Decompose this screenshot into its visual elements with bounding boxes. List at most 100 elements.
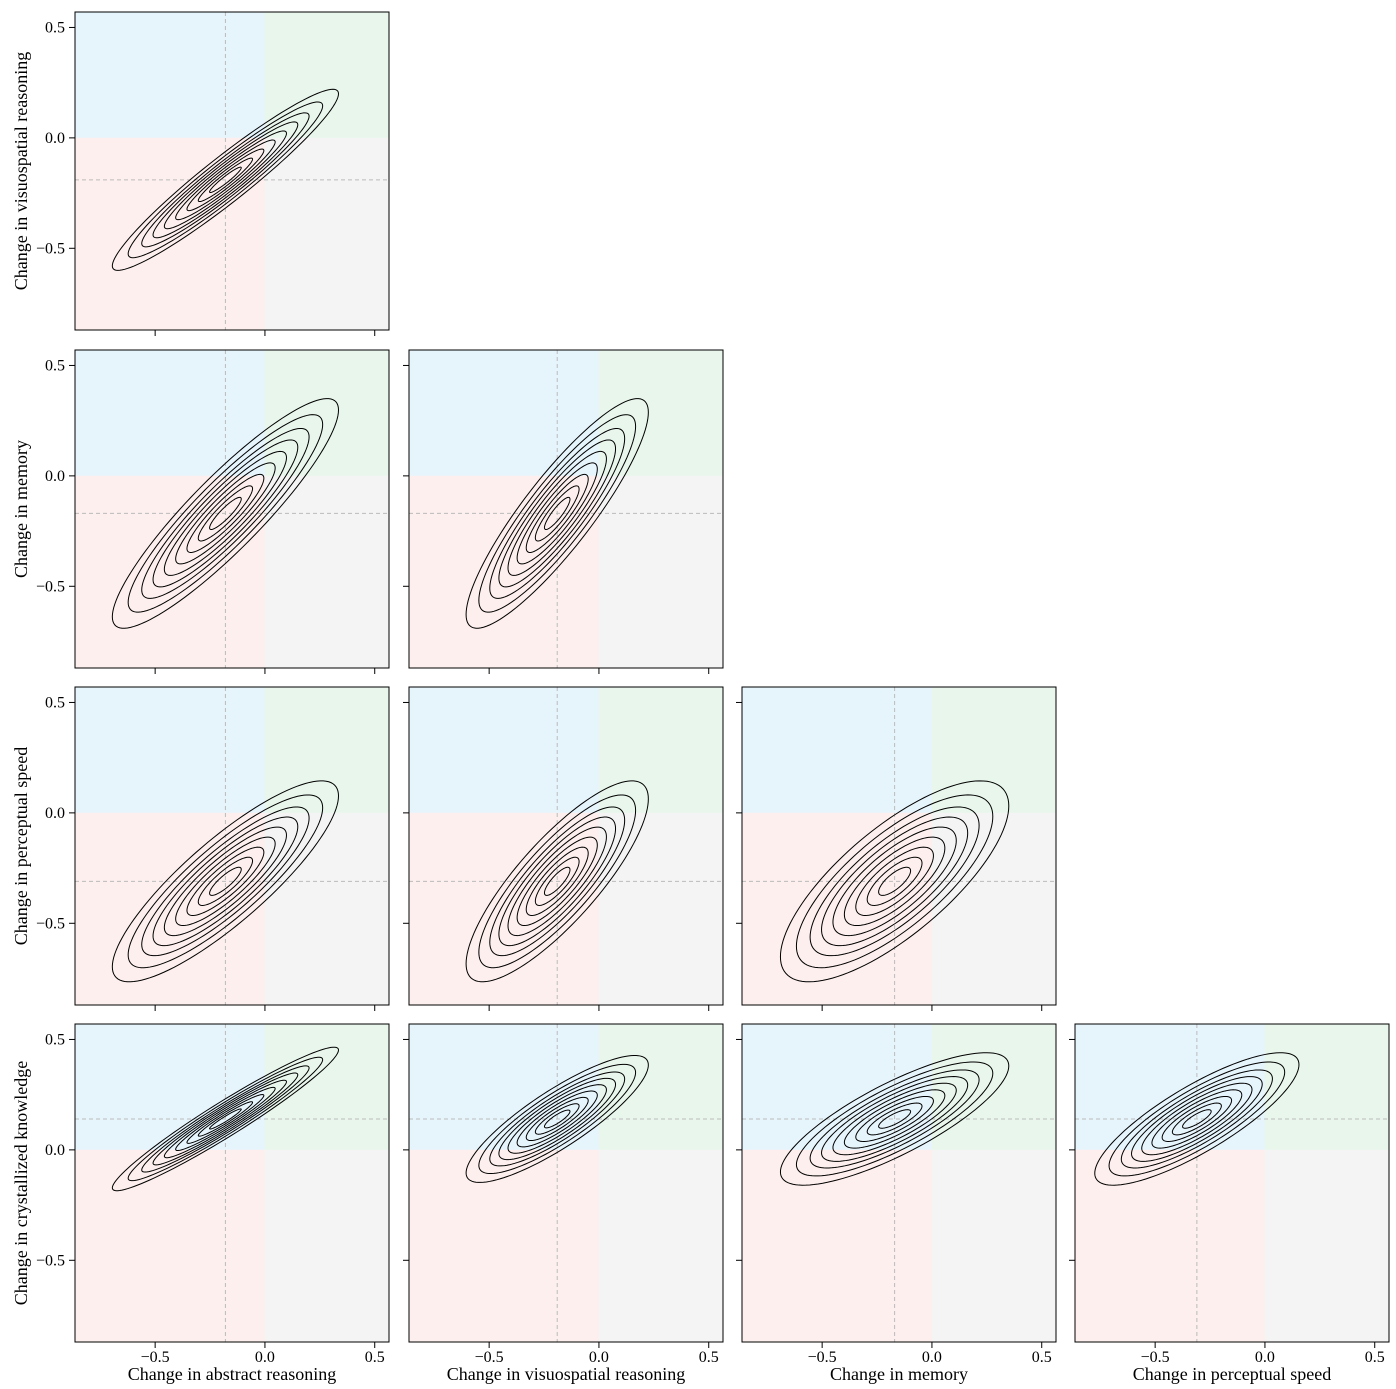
- y-tick-label: 0.0: [45, 1142, 65, 1159]
- quadrant: [598, 475, 723, 668]
- contour: [175, 836, 276, 927]
- contour: [534, 485, 580, 542]
- x-axis-label: Change in visuospatial reasoning: [447, 1364, 685, 1384]
- quadrant: [931, 1024, 1056, 1150]
- contour: [855, 846, 934, 916]
- contour: [127, 101, 324, 259]
- contour: [507, 826, 607, 937]
- y-tick-label: 0.0: [45, 805, 65, 822]
- contour: [186, 1094, 265, 1144]
- contour: [1108, 1061, 1286, 1177]
- contour: [141, 1065, 310, 1173]
- y-tick-label: 0.5: [45, 1031, 65, 1048]
- contour: [465, 1054, 649, 1183]
- contour: [498, 439, 617, 588]
- contour: [525, 473, 589, 553]
- contour: [843, 1089, 946, 1149]
- panel-frame: [408, 1023, 724, 1343]
- x-tick-label: 0.0: [1255, 1349, 1275, 1366]
- contour: [186, 473, 265, 553]
- quadrant: [75, 687, 265, 813]
- quadrant: [264, 1024, 389, 1150]
- quadrant: [264, 350, 389, 476]
- contour: [141, 427, 310, 599]
- x-axis-label: Change in abstract reasoning: [128, 1364, 336, 1384]
- quadrant: [742, 687, 932, 813]
- contour: [186, 148, 265, 212]
- contour: [525, 846, 589, 916]
- contour: [111, 1046, 340, 1192]
- y-axis-label: Change in perceptual speed: [11, 747, 31, 945]
- quadrant: [742, 1024, 932, 1150]
- panel-frame: [741, 1023, 1057, 1343]
- quadrant: [598, 1149, 723, 1342]
- contour: [209, 496, 242, 530]
- contour: [1161, 1095, 1233, 1142]
- contour: [478, 794, 637, 969]
- contour: [543, 866, 571, 896]
- quadrant: [742, 812, 932, 1005]
- contour: [821, 816, 969, 947]
- quadrant: [75, 1149, 265, 1342]
- quadrant: [598, 1024, 723, 1150]
- contour: [163, 450, 287, 576]
- quadrant: [75, 812, 265, 1005]
- x-tick-label: −0.5: [475, 1349, 504, 1366]
- quadrant: [931, 1149, 1056, 1342]
- contour: [152, 816, 299, 947]
- quadrant: [598, 687, 723, 813]
- contour: [175, 139, 276, 221]
- contour: [478, 414, 637, 613]
- x-tick-label: 0.5: [1365, 1349, 1385, 1366]
- contour: [1171, 1102, 1222, 1136]
- quadrant: [75, 12, 265, 138]
- quadrant: [1075, 1149, 1265, 1342]
- quadrant: [409, 1149, 599, 1342]
- contour: [152, 439, 299, 588]
- contour: [534, 1103, 580, 1135]
- contour: [525, 1096, 589, 1142]
- contour: [498, 1077, 617, 1161]
- quadrant: [75, 350, 265, 476]
- x-tick-label: 0.5: [365, 1349, 385, 1366]
- quadrant: [598, 812, 723, 1005]
- contour: [209, 1108, 242, 1130]
- panel-frame: [741, 686, 1057, 1006]
- contour: [821, 1076, 969, 1162]
- contour: [1131, 1076, 1263, 1162]
- quadrant: [264, 812, 389, 1005]
- quadrant: [264, 475, 389, 668]
- quadrant: [264, 137, 389, 330]
- contour: [516, 836, 598, 927]
- contour: [498, 816, 617, 947]
- contour: [507, 1084, 607, 1154]
- y-tick-label: −0.5: [36, 915, 65, 932]
- contour: [1120, 1069, 1273, 1169]
- contour: [543, 1109, 571, 1129]
- x-axis-label: Change in memory: [830, 1364, 968, 1384]
- contour: [111, 780, 340, 983]
- contour: [111, 88, 340, 271]
- quadrant: [264, 687, 389, 813]
- y-axis-label: Change in visuospatial reasoning: [11, 52, 31, 290]
- contour: [465, 780, 649, 983]
- contour: [516, 462, 598, 565]
- contour: [489, 806, 626, 957]
- quadrant: [1075, 1024, 1265, 1150]
- panel-frame: [74, 11, 390, 331]
- x-tick-label: 0.0: [589, 1349, 609, 1366]
- y-tick-label: −0.5: [36, 578, 65, 595]
- quadrant: [75, 1024, 265, 1150]
- contour: [779, 780, 1010, 983]
- y-tick-label: 0.5: [45, 19, 65, 36]
- y-tick-label: 0.5: [45, 357, 65, 374]
- contour: [795, 1061, 994, 1177]
- panel-frame: [408, 686, 724, 1006]
- panel-frame: [1074, 1023, 1390, 1343]
- contour: [809, 1069, 980, 1169]
- quadrant: [1264, 1149, 1389, 1342]
- x-tick-label: −0.5: [808, 1349, 837, 1366]
- quadrant: [1264, 1024, 1389, 1150]
- panel-frame: [74, 349, 390, 669]
